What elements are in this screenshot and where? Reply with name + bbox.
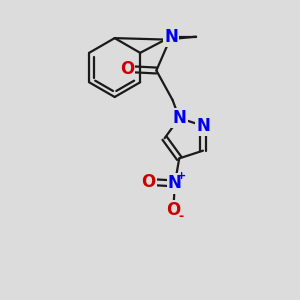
Text: N: N xyxy=(172,109,186,127)
Text: O: O xyxy=(120,60,134,78)
Text: N: N xyxy=(168,174,182,192)
Text: N: N xyxy=(164,28,178,46)
Text: O: O xyxy=(166,201,181,219)
Text: O: O xyxy=(141,173,155,191)
Text: N: N xyxy=(196,117,210,135)
Text: -: - xyxy=(178,210,183,223)
Text: +: + xyxy=(177,171,186,181)
